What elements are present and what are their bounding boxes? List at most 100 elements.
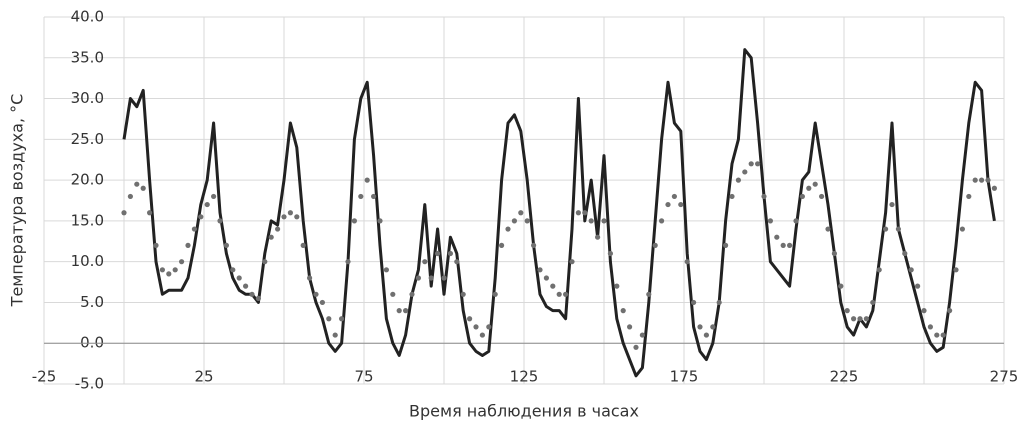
data-point bbox=[492, 291, 498, 297]
data-point bbox=[959, 226, 966, 232]
data-point bbox=[665, 201, 671, 208]
data-point bbox=[159, 267, 165, 273]
data-point bbox=[691, 299, 697, 306]
data-point bbox=[876, 267, 882, 273]
data-point bbox=[409, 291, 415, 297]
data-point bbox=[940, 332, 946, 338]
x-tick-label: 25 bbox=[194, 368, 213, 386]
data-point bbox=[806, 185, 812, 191]
data-point bbox=[889, 201, 895, 208]
y-axis-title: Температура воздуха, °C bbox=[8, 94, 27, 308]
data-point bbox=[556, 291, 562, 297]
data-point bbox=[991, 185, 998, 191]
data-point bbox=[511, 218, 517, 224]
data-point bbox=[153, 242, 159, 248]
data-point bbox=[927, 324, 934, 330]
data-point bbox=[588, 218, 594, 224]
data-point bbox=[179, 259, 185, 265]
data-point bbox=[793, 218, 799, 224]
data-point bbox=[966, 193, 972, 200]
x-tick-label: 275 bbox=[990, 368, 1019, 386]
data-point bbox=[812, 181, 818, 187]
data-point bbox=[767, 218, 774, 224]
data-point bbox=[172, 267, 178, 273]
data-point bbox=[255, 295, 261, 301]
y-tick-label: 20.0 bbox=[71, 171, 104, 189]
data-point bbox=[857, 316, 863, 322]
data-point bbox=[659, 218, 665, 224]
data-point bbox=[198, 214, 204, 220]
data-point bbox=[883, 226, 889, 232]
data-point bbox=[953, 267, 959, 273]
data-point bbox=[204, 201, 210, 208]
data-point bbox=[435, 250, 441, 257]
data-point bbox=[300, 242, 306, 248]
data-point bbox=[979, 177, 985, 183]
data-point bbox=[447, 250, 453, 257]
data-point bbox=[710, 324, 716, 330]
data-point bbox=[307, 275, 313, 281]
data-point bbox=[550, 283, 556, 289]
data-point bbox=[319, 299, 325, 306]
data-point bbox=[921, 308, 927, 314]
data-point bbox=[825, 226, 831, 232]
data-point bbox=[915, 283, 921, 289]
data-point bbox=[505, 226, 511, 232]
data-point bbox=[390, 291, 396, 297]
data-point bbox=[262, 259, 268, 265]
data-point bbox=[774, 234, 780, 240]
data-point bbox=[371, 193, 377, 200]
data-point bbox=[326, 316, 332, 322]
data-point bbox=[441, 275, 447, 281]
data-point bbox=[140, 185, 146, 191]
data-point bbox=[908, 267, 914, 273]
data-point bbox=[377, 218, 383, 224]
data-point bbox=[831, 250, 838, 257]
y-tick-label: 10.0 bbox=[71, 252, 104, 270]
data-point bbox=[671, 193, 678, 200]
data-point bbox=[838, 283, 844, 289]
data-point bbox=[287, 210, 293, 216]
data-point bbox=[422, 259, 428, 265]
data-point bbox=[755, 161, 761, 167]
data-point bbox=[614, 283, 620, 289]
data-point bbox=[166, 271, 172, 277]
data-point bbox=[531, 242, 537, 248]
data-point bbox=[742, 169, 748, 175]
data-point bbox=[639, 332, 646, 338]
data-point bbox=[313, 291, 319, 297]
data-point bbox=[268, 234, 274, 240]
data-point bbox=[761, 193, 767, 200]
data-point bbox=[486, 324, 492, 330]
data-point bbox=[780, 242, 786, 248]
data-point bbox=[569, 259, 575, 265]
data-point bbox=[684, 259, 690, 265]
data-point bbox=[601, 218, 607, 224]
data-point bbox=[748, 161, 754, 167]
data-point bbox=[723, 242, 729, 248]
data-point bbox=[415, 275, 421, 281]
data-point bbox=[479, 332, 485, 338]
x-tick-label: 125 bbox=[510, 368, 539, 386]
data-point bbox=[403, 308, 409, 314]
data-point bbox=[134, 181, 140, 187]
data-point bbox=[799, 193, 806, 200]
data-point bbox=[147, 210, 153, 216]
data-point bbox=[620, 308, 626, 314]
data-point bbox=[217, 218, 223, 224]
y-tick-label: 40.0 bbox=[71, 8, 104, 26]
data-point bbox=[236, 275, 242, 281]
data-point bbox=[499, 242, 505, 248]
data-point bbox=[735, 177, 742, 183]
x-axis-title: Время наблюдения в часах bbox=[409, 402, 639, 421]
data-point bbox=[518, 210, 524, 216]
data-point bbox=[844, 308, 850, 314]
data-point bbox=[383, 267, 389, 273]
data-point bbox=[716, 299, 722, 306]
x-tick-label: 225 bbox=[830, 368, 859, 386]
data-point bbox=[345, 259, 351, 265]
data-point bbox=[563, 291, 569, 297]
data-point bbox=[582, 210, 588, 216]
y-tick-label: 25.0 bbox=[71, 130, 104, 148]
